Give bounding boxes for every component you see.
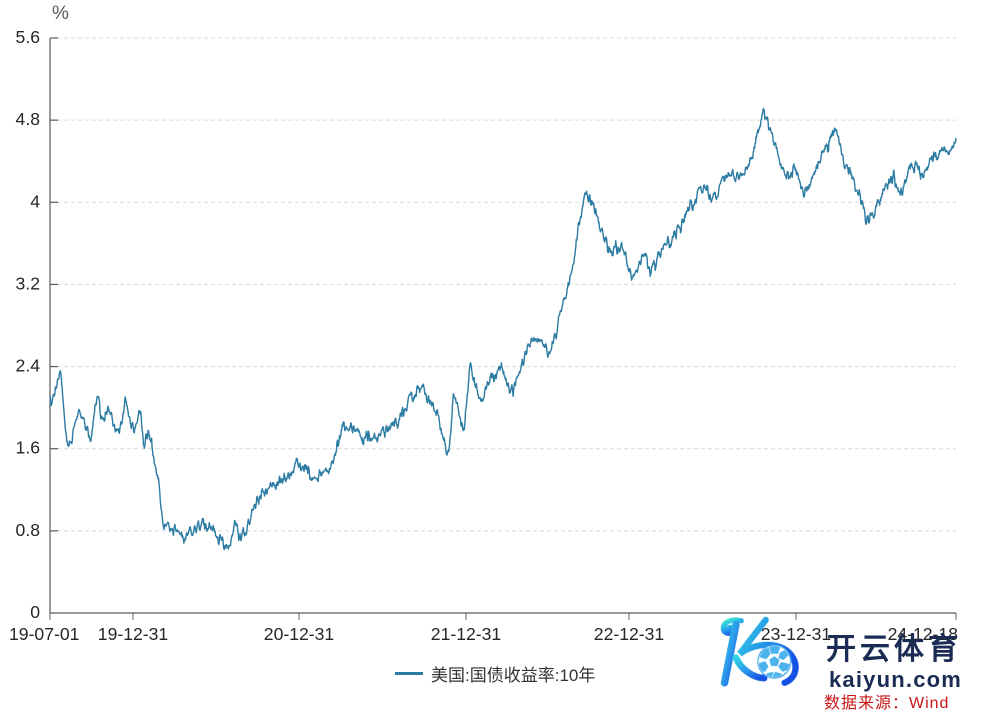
svg-text:19-07-01: 19-07-01 — [9, 624, 79, 644]
svg-text:4: 4 — [30, 191, 40, 211]
svg-text:0.8: 0.8 — [16, 520, 41, 540]
svg-text:20-12-31: 20-12-31 — [264, 624, 334, 644]
svg-text:5.6: 5.6 — [16, 27, 41, 47]
svg-text:1.6: 1.6 — [16, 438, 41, 458]
svg-text:4.8: 4.8 — [16, 109, 41, 129]
svg-text:22-12-31: 22-12-31 — [594, 624, 664, 644]
svg-text:21-12-31: 21-12-31 — [431, 624, 501, 644]
svg-text:19-12-31: 19-12-31 — [98, 624, 168, 644]
svg-text:%: % — [52, 3, 69, 24]
svg-text:3.2: 3.2 — [16, 273, 40, 293]
svg-text:0: 0 — [30, 602, 40, 622]
svg-text:2.4: 2.4 — [16, 356, 41, 376]
